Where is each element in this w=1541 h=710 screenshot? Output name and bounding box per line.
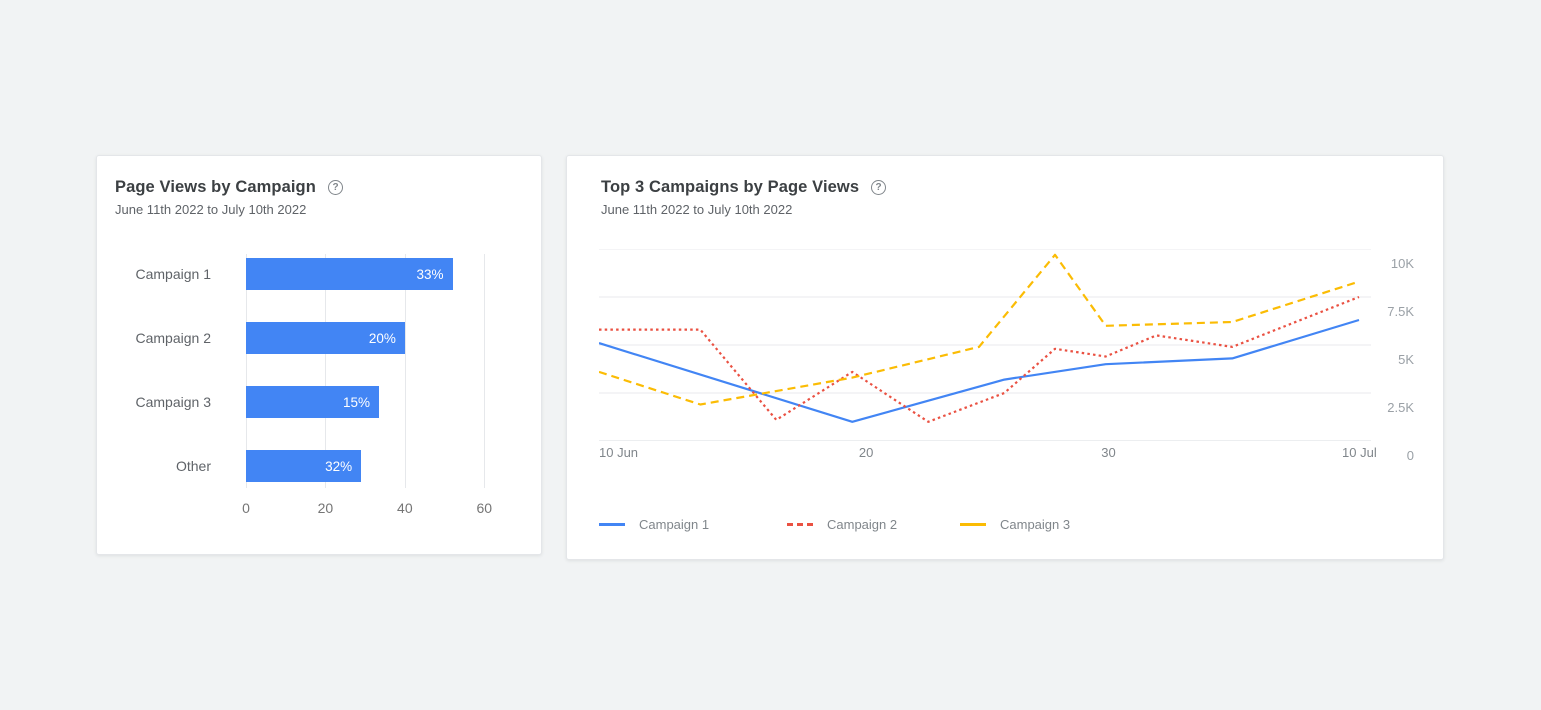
legend-label: Campaign 2 [827, 516, 898, 532]
bar-card-title: Page Views by Campaign [115, 178, 316, 196]
series-line-campaign-2[interactable] [599, 295, 1360, 423]
line-chart-plot [599, 249, 1371, 441]
help-icon[interactable]: ? [328, 180, 343, 195]
bar-chart-plot: 0 20 40 60 Campaign 1 33% Campaign 2 20% Campaig… [136, 254, 524, 516]
category-label: Campaign 3 [135, 394, 212, 410]
help-icon[interactable]: ? [871, 180, 886, 195]
line-card-title: Top 3 Campaigns by Page Views [601, 178, 860, 196]
gridline [325, 254, 327, 488]
legend-item-campaign-1: Campaign 1 [599, 516, 709, 532]
legend-item-campaign-3: Campaign 3 [960, 516, 1070, 532]
bar-value-label: 33% [416, 266, 444, 282]
legend-swatch [787, 522, 813, 526]
x-tick-label: 10 Jul [1342, 445, 1377, 460]
chart-legend: Campaign 1 Campaign 2 Campaign 3 [599, 516, 1399, 536]
bar-value-label: 20% [368, 330, 396, 346]
y-tick-label: 7.5K [1387, 304, 1414, 319]
legend-swatch [960, 522, 986, 526]
bar[interactable]: 33% [246, 258, 453, 290]
bar-value-label: 32% [325, 458, 353, 474]
y-tick-label: 2.5K [1387, 400, 1414, 415]
category-label: Campaign 2 [135, 330, 212, 346]
bar-value-label: 15% [343, 394, 371, 410]
bar[interactable]: 15% [246, 386, 380, 418]
x-tick-label: 20 [858, 445, 874, 460]
gridline [404, 254, 406, 488]
bar-card-subtitle: June 11th 2022 to July 10th 2022 [115, 202, 307, 217]
legend-label: Campaign 1 [639, 516, 710, 532]
x-tick-label: 40 [397, 500, 413, 516]
gridline [246, 254, 247, 488]
series-line-campaign-1[interactable] [599, 318, 1360, 423]
legend-item-campaign-2: Campaign 2 [787, 516, 897, 532]
bar[interactable]: 32% [246, 450, 362, 482]
x-tick-label: 10 Jun [599, 445, 639, 460]
x-tick-label: 0 [242, 500, 250, 516]
x-tick-label: 30 [1101, 445, 1116, 460]
x-tick-label: 20 [317, 500, 334, 516]
legend-swatch [599, 522, 625, 526]
category-label: Campaign 1 [135, 266, 212, 282]
y-tick-label: 0 [1406, 448, 1414, 463]
series-line-campaign-3[interactable] [599, 253, 1360, 406]
line-chart-card: Top 3 Campaigns by Page Views ? June 11t… [566, 155, 1444, 560]
bar[interactable]: 20% [246, 322, 405, 354]
bar-chart-card: Page Views by Campaign ? June 11th 2022 … [96, 155, 542, 555]
gridline [484, 254, 486, 488]
y-tick-label: 10K [1390, 256, 1414, 271]
x-tick-label: 60 [476, 500, 493, 516]
legend-label: Campaign 3 [1000, 516, 1071, 532]
line-card-subtitle: June 11th 2022 to July 10th 2022 [601, 202, 793, 217]
category-label: Other [175, 458, 211, 474]
y-tick-label: 5K [1398, 352, 1414, 367]
